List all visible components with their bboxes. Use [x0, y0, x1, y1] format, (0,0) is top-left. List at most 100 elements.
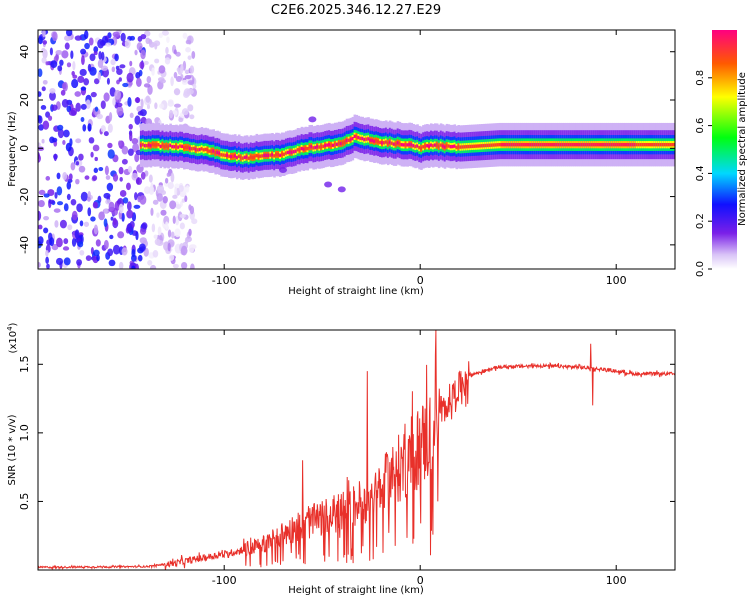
- noise-speck: [41, 57, 47, 64]
- noise-speck: [139, 194, 147, 205]
- noise-speck: [103, 208, 108, 214]
- ridge-cell: [445, 143, 449, 148]
- noise-speck: [118, 77, 122, 82]
- noise-speck: [157, 226, 162, 236]
- ridge-cell: [185, 145, 188, 150]
- ridge-cell: [565, 142, 568, 147]
- noise-speck: [62, 246, 70, 251]
- noise-speck: [45, 61, 49, 66]
- ridge-cell: [663, 142, 666, 147]
- noise-speck: [190, 263, 195, 269]
- ridge-cell: [624, 142, 627, 147]
- noise-speck: [126, 182, 131, 191]
- noise-speck: [166, 36, 170, 43]
- noise-speck: [56, 172, 61, 180]
- ridge-cell: [147, 143, 151, 147]
- ridge-cell: [461, 145, 464, 149]
- ridge-cell: [622, 142, 625, 147]
- stray-blobs: [279, 116, 346, 193]
- ridge-cell: [232, 154, 235, 159]
- noise-speck: [132, 143, 140, 153]
- ridge-cell: [543, 142, 547, 147]
- noise-speck: [154, 58, 160, 64]
- ridge-cell: [212, 149, 215, 153]
- noise-speck: [103, 218, 108, 228]
- ridge-cell: [339, 141, 343, 146]
- noise-speck: [82, 124, 87, 132]
- ridge-cell: [414, 144, 417, 149]
- noise-speck: [88, 37, 94, 46]
- ridge-cell: [284, 151, 288, 155]
- ridge-cell: [510, 142, 513, 147]
- noise-speck: [170, 172, 175, 183]
- ridge-cell: [181, 144, 184, 149]
- noise-speck: [174, 186, 178, 197]
- ridge-cell: [228, 154, 231, 158]
- ridge-cell: [657, 142, 660, 147]
- noise-speck: [127, 222, 133, 233]
- noise-speck: [185, 39, 192, 45]
- noise-speck: [63, 203, 69, 212]
- snr-x-ticks: -100 0 100: [212, 330, 627, 587]
- noise-speck: [119, 64, 126, 69]
- ridge-cell: [179, 144, 182, 148]
- spectrogram-y-tick-label: -40: [18, 236, 31, 254]
- ridge-cell: [496, 143, 500, 147]
- noise-speck: [186, 88, 194, 95]
- noise-speck: [101, 51, 105, 61]
- noise-speck: [75, 138, 82, 144]
- ridge-cell: [245, 155, 249, 159]
- noise-speck: [77, 241, 84, 248]
- ridge-cell: [610, 142, 613, 147]
- ridge-cell: [449, 144, 453, 149]
- spectrogram-frame: [37, 29, 676, 270]
- ridge-cell: [539, 142, 543, 147]
- ridge-cell: [310, 145, 313, 149]
- ridge-cell: [582, 142, 586, 147]
- noise-speck: [98, 166, 104, 172]
- noise-speck: [114, 53, 119, 62]
- colorbar-ticks: 0.0 0.2 0.4 0.6 0.8: [695, 70, 712, 277]
- noise-speck: [116, 106, 124, 117]
- ridge-cell: [665, 142, 668, 147]
- ridge-cell: [283, 152, 286, 156]
- noise-speck: [93, 46, 99, 53]
- noise-speck: [43, 227, 49, 234]
- noise-speck: [131, 254, 137, 262]
- noise-speck: [79, 68, 87, 77]
- ridge-cell: [302, 147, 306, 151]
- noise-speck: [121, 212, 125, 222]
- noise-speck: [173, 88, 181, 96]
- noise-speck: [94, 106, 99, 112]
- ridge-cell: [337, 141, 341, 146]
- colorbar: 0.0 0.2 0.4 0.6 0.8 Normalized spectral ampl…: [695, 30, 748, 277]
- ridge-cell: [457, 145, 460, 149]
- noise-speck: [167, 229, 172, 238]
- noise-speck: [189, 65, 195, 74]
- noise-speck: [134, 153, 140, 163]
- ridge-cell: [545, 142, 549, 147]
- ridge-cell: [655, 142, 658, 147]
- noise-speck: [52, 137, 58, 143]
- ridge-cell: [578, 142, 582, 147]
- noise-speck: [104, 165, 109, 176]
- spectrogram-y-tick-label: 40: [18, 45, 31, 59]
- noise-speck: [129, 35, 136, 41]
- snr-x-label: Height of straight line (km): [288, 585, 424, 596]
- ridge-cell: [598, 142, 602, 147]
- noise-speck: [106, 182, 114, 192]
- noise-speck: [188, 204, 192, 211]
- ridge-cell: [173, 145, 176, 149]
- noise-speck: [87, 207, 92, 217]
- ridge-cell: [526, 142, 529, 147]
- noise-speck: [151, 67, 155, 76]
- noise-speck: [78, 153, 84, 161]
- noise-speck: [40, 105, 47, 110]
- ridge-cell: [639, 142, 643, 147]
- ridge-cell: [488, 143, 492, 147]
- noise-speck: [92, 201, 98, 209]
- noise-speck: [80, 103, 87, 110]
- ridge-cell: [265, 153, 268, 158]
- noise-speck: [160, 79, 166, 84]
- noise-speck: [140, 49, 146, 60]
